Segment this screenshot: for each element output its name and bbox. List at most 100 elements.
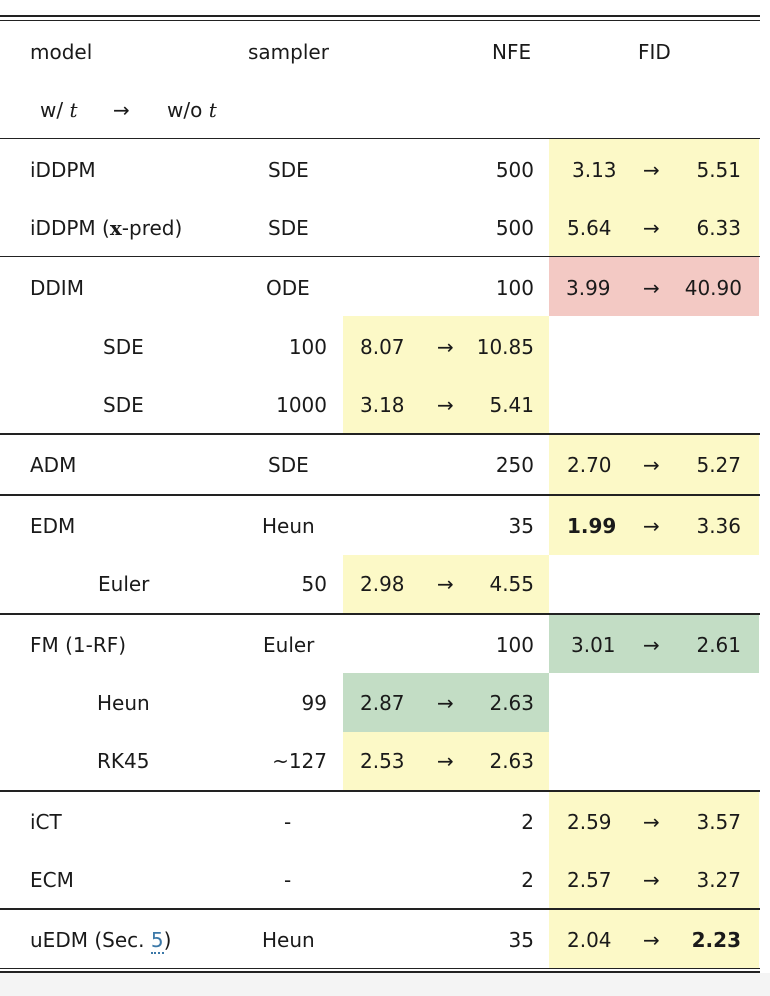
fid-to: 3.36 <box>696 514 741 538</box>
fid-arrow: → <box>643 276 660 300</box>
fid-cell-fm-rk45 <box>343 732 549 790</box>
fid-from: 5.64 <box>567 216 612 240</box>
fid-from: 2.87 <box>360 691 405 715</box>
row-sampler: Heun <box>262 514 315 538</box>
row-sampler: Euler <box>263 633 315 657</box>
row-model-suffix: -pred) <box>121 216 183 240</box>
fid-cell-uedm <box>549 910 759 968</box>
row-sampler: SDE <box>103 393 144 417</box>
row-sampler: Heun <box>97 691 150 715</box>
row-sampler: SDE <box>268 453 309 477</box>
header-rule <box>0 138 760 139</box>
row-nfe: 100 <box>495 633 534 657</box>
fid-arrow: → <box>643 453 660 477</box>
fid-arrow: → <box>643 928 660 952</box>
fid-from: 3.18 <box>360 393 405 417</box>
row-model: uEDM (Sec. 5) <box>30 928 172 954</box>
row-nfe: 100 <box>288 335 327 359</box>
row-model: iDDPM <box>30 158 96 182</box>
row-model-bold: x <box>109 216 122 240</box>
fid-to: 2.63 <box>489 691 534 715</box>
fid-cell-fm-heun <box>343 673 549 732</box>
row-model-prefix: uEDM (Sec. <box>30 928 151 952</box>
row-model: DDIM <box>30 276 84 300</box>
fid-to: 3.27 <box>696 868 741 892</box>
top-rule <box>0 20 760 21</box>
section-link[interactable]: 5 <box>150 928 164 954</box>
fid-arrow: → <box>643 158 660 182</box>
fid-from: 2.04 <box>567 928 612 952</box>
fid-arrow: → <box>437 393 454 417</box>
row-nfe: 1000 <box>276 393 327 417</box>
row-sampler: SDE <box>268 216 309 240</box>
bottom-rule <box>0 968 760 969</box>
row-sampler: - <box>284 868 292 892</box>
fid-cell-fm-euler <box>549 615 759 673</box>
row-nfe: 35 <box>508 514 534 538</box>
fid-from: 8.07 <box>360 335 405 359</box>
row-nfe: 2 <box>521 810 534 834</box>
group-rule <box>0 790 760 792</box>
fid-arrow: → <box>437 749 454 773</box>
header-nfe: NFE <box>492 40 532 64</box>
fid-cell-ddim <box>549 257 759 316</box>
fid-cell-ddim-sde <box>343 316 549 433</box>
fid-from: 2.70 <box>567 453 612 477</box>
row-model: EDM <box>30 514 76 538</box>
header-with-label: w/ <box>40 98 64 122</box>
fid-arrow: → <box>643 216 660 240</box>
fid-arrow: → <box>643 810 660 834</box>
fid-arrow: → <box>643 633 660 657</box>
row-model-suffix: ) <box>163 928 172 952</box>
row-nfe: 250 <box>495 453 534 477</box>
fid-from: 3.01 <box>571 633 616 657</box>
group-rule <box>0 256 760 257</box>
fid-to-best: 2.23 <box>691 928 741 952</box>
fid-from: 3.13 <box>572 158 617 182</box>
fid-to: 2.61 <box>696 633 741 657</box>
row-nfe: 500 <box>495 158 534 182</box>
fid-from: 2.98 <box>360 572 405 596</box>
fid-arrow: → <box>643 514 660 538</box>
header-fid: FID <box>638 40 671 64</box>
header-sampler: sampler <box>248 40 329 64</box>
row-model: iCT <box>30 810 62 834</box>
row-sampler: SDE <box>268 158 309 182</box>
row-sampler: RK45 <box>97 749 150 773</box>
row-model-prefix: iDDPM ( <box>30 216 110 240</box>
header-model: model <box>30 40 93 64</box>
group-rule <box>0 908 760 910</box>
fid-arrow: → <box>437 335 454 359</box>
group-rule <box>0 494 760 496</box>
fid-arrow: → <box>643 868 660 892</box>
fid-to: 5.51 <box>696 158 741 182</box>
row-model: FM (1-RF) <box>30 633 127 657</box>
fid-cell-edm <box>549 496 759 555</box>
bottom-rule <box>0 971 760 973</box>
row-model: ADM <box>30 453 77 477</box>
row-nfe: ~127 <box>272 749 327 773</box>
row-sampler: - <box>284 810 292 834</box>
group-rule <box>0 613 760 615</box>
fid-from: 2.57 <box>567 868 612 892</box>
fid-from-best: 1.99 <box>567 514 617 538</box>
row-sampler: Heun <box>262 928 315 952</box>
header-without-label: w/o <box>167 98 203 122</box>
row-model: ECM <box>30 868 74 892</box>
row-sampler: ODE <box>266 276 310 300</box>
fid-cell-consistency <box>549 792 759 908</box>
fid-to: 2.63 <box>489 749 534 773</box>
row-nfe: 99 <box>301 691 327 715</box>
fid-to: 5.41 <box>489 393 534 417</box>
header-without-t: w/o t <box>167 98 217 122</box>
fid-cell-edm-euler <box>343 555 549 613</box>
header-t-symbol: t <box>69 98 78 122</box>
group-rule <box>0 433 760 435</box>
fid-arrow: → <box>437 572 454 596</box>
top-rule <box>0 15 760 17</box>
header-with-t: w/ t <box>40 98 78 122</box>
fid-to: 4.55 <box>489 572 534 596</box>
row-nfe: 500 <box>495 216 534 240</box>
row-nfe: 35 <box>508 928 534 952</box>
fid-from: 2.53 <box>360 749 405 773</box>
